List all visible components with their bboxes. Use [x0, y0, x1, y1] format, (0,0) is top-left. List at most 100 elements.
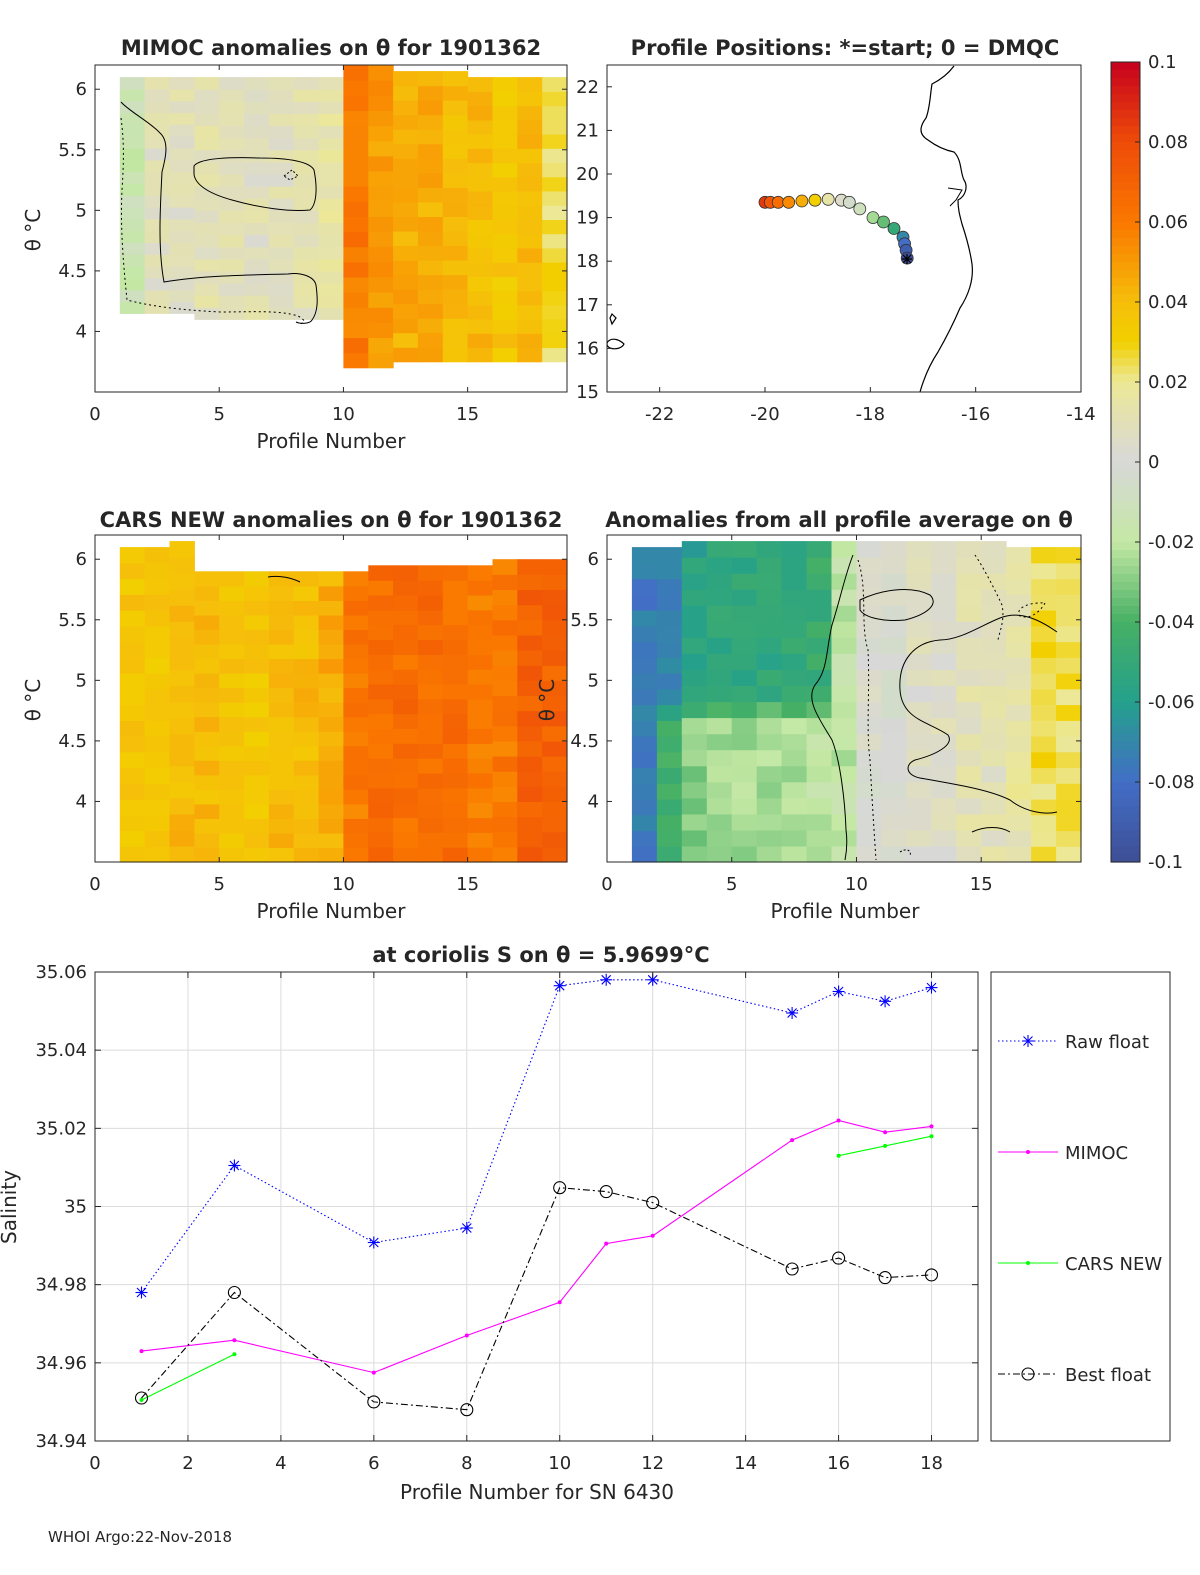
heatmap-cell	[368, 201, 394, 217]
profile-position-marker	[795, 194, 809, 208]
heatmap-cell	[343, 600, 369, 616]
heatmap-cell	[542, 619, 568, 636]
heatmap-cell	[293, 198, 320, 211]
colorbar-tick-label: 0.1	[1148, 52, 1177, 73]
heatmap-cell	[368, 565, 394, 581]
heatmap-cell	[219, 832, 245, 848]
heatmap-cell	[343, 629, 369, 645]
colorbar-segment	[1111, 606, 1140, 615]
heatmap-cell	[268, 246, 295, 260]
heatmap-cell	[219, 246, 245, 260]
heatmap-cell	[169, 701, 195, 719]
colorbar-segment	[1111, 142, 1140, 151]
colorbar-segment	[1111, 710, 1140, 719]
heatmap-cell	[781, 589, 808, 606]
heatmap-cell	[806, 541, 833, 558]
colorbar-segment	[1111, 382, 1140, 391]
heatmap-cell	[393, 728, 419, 744]
heatmap-cell	[219, 789, 245, 805]
heatmap-cell	[119, 77, 146, 90]
heatmap-cell	[1031, 625, 1057, 643]
heatmap-cell	[417, 743, 444, 759]
heatmap-cell	[119, 159, 146, 173]
heatmap-cell	[318, 125, 344, 139]
heatmap-cell	[417, 318, 444, 334]
heatmap-cell	[144, 112, 171, 125]
heatmap-cell	[706, 653, 733, 670]
heatmap-cell	[194, 210, 220, 223]
heatmap-cell	[417, 158, 444, 174]
colorbar-segment	[1111, 838, 1140, 847]
heatmap-cell	[318, 198, 344, 211]
x-tick-label: 0	[89, 874, 100, 895]
heatmap-cell	[517, 725, 543, 742]
y-tick-label: 4	[588, 791, 599, 812]
heatmap-cell	[492, 247, 518, 263]
heatmap-cell	[144, 814, 171, 832]
heatmap-cell	[956, 685, 982, 703]
heatmap-cell	[1056, 562, 1082, 580]
legend-label: Raw float	[1065, 1032, 1149, 1053]
heatmap-cell	[706, 621, 733, 638]
heatmap-cell	[268, 731, 295, 747]
heatmap-cell	[393, 802, 419, 819]
heatmap-cell	[144, 254, 171, 267]
heatmap-cell	[318, 673, 344, 689]
heatmap-cell	[318, 818, 344, 834]
heatmap-cell	[467, 773, 493, 789]
heatmap-cell	[956, 733, 982, 751]
colorbar-segment	[1111, 390, 1140, 399]
heatmap-cell	[856, 781, 882, 799]
data-point-dot	[139, 1349, 144, 1354]
heatmap-cell	[756, 717, 783, 735]
heatmap-cell	[1056, 720, 1082, 737]
heatmap-cell	[244, 210, 270, 223]
heatmap-cell	[343, 585, 369, 601]
heatmap-cell	[169, 124, 195, 137]
y-tick-label: 6	[76, 549, 87, 570]
heatmap-cell	[244, 113, 270, 127]
heatmap-cell	[442, 639, 469, 655]
heatmap-cell	[467, 233, 493, 249]
heatmap-cell	[244, 89, 270, 102]
heatmap-cell	[219, 210, 245, 223]
heatmap-cell	[169, 605, 195, 622]
series-best-float	[134, 1181, 939, 1417]
data-point-dot	[371, 1370, 376, 1375]
heatmap-cell	[268, 210, 295, 223]
heatmap-cell	[293, 702, 320, 718]
heatmap-cell	[931, 781, 957, 799]
colorbar-segment	[1111, 438, 1140, 447]
heatmap-cell	[906, 846, 932, 863]
y-tick-label: 5.5	[570, 610, 599, 631]
heatmap-cell	[393, 332, 419, 348]
allavg-title: Anomalies from all profile average on θ	[605, 508, 1073, 532]
x-tick-label: 10	[548, 1453, 571, 1474]
heatmap-cell	[856, 605, 882, 622]
heatmap-cell	[1006, 751, 1032, 769]
heatmap-cell	[417, 654, 444, 670]
heatmap-cell	[981, 541, 1007, 558]
heatmap-cell	[906, 749, 932, 767]
heatmap-cell	[906, 701, 932, 719]
heatmap-cell	[492, 290, 518, 306]
heatmap-cell	[343, 847, 369, 863]
y-tick-label: 35.04	[35, 1040, 87, 1061]
cars-ylabel: θ °C	[21, 679, 45, 722]
colorbar-segment	[1111, 94, 1140, 103]
heatmap-cell	[417, 565, 444, 581]
heatmap-cell	[706, 797, 733, 815]
colorbar-segment	[1111, 230, 1140, 239]
heatmap-cell	[293, 803, 320, 819]
heatmap-cell	[756, 669, 783, 686]
heatmap-cell	[318, 774, 344, 790]
heatmap-cell	[931, 605, 957, 622]
heatmap-cell	[831, 765, 857, 783]
heatmap-cell	[1006, 562, 1032, 580]
heatmap-cell	[831, 829, 857, 847]
heatmap-cell	[318, 832, 344, 848]
heatmap-cell	[517, 604, 543, 621]
heatmap-cell	[906, 557, 932, 574]
data-point-dot	[1026, 1261, 1030, 1265]
heatmap-cell	[756, 605, 783, 622]
